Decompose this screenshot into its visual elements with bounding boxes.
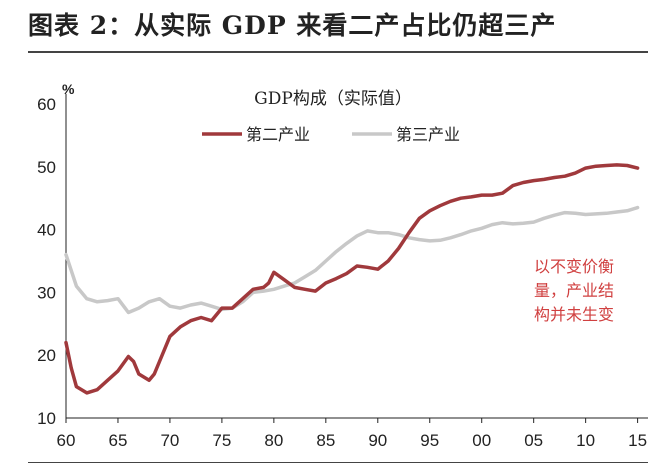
title-rule xyxy=(28,51,648,53)
legend-label-1: 第二产业 xyxy=(246,125,310,144)
x-tick-label: 10 xyxy=(576,431,595,450)
bottom-rule xyxy=(28,462,648,463)
x-tick-label: 90 xyxy=(368,431,387,450)
y-ticks: 10 20 30 40 50 60 xyxy=(37,95,56,428)
y-tick-label: 30 xyxy=(37,283,56,302)
y-tick-label: 50 xyxy=(37,158,56,177)
x-tick-label: 00 xyxy=(472,431,491,450)
y-tick-label: 40 xyxy=(37,221,56,240)
series-line-2 xyxy=(64,205,640,315)
x-tick-label: 15 xyxy=(628,431,647,450)
y-unit-label: % xyxy=(62,81,75,97)
x-tick-label: 95 xyxy=(420,431,439,450)
x-ticks: 60 65 70 75 80 85 90 95 00 05 10 15 xyxy=(57,418,647,450)
x-tick-label: 65 xyxy=(109,431,128,450)
y-tick-label: 60 xyxy=(37,95,56,114)
y-tick-label: 20 xyxy=(37,346,56,365)
x-tick-label: 70 xyxy=(160,431,179,450)
y-tick-label: 10 xyxy=(37,409,56,428)
annotation-line: 量，产业结 xyxy=(534,281,614,300)
x-tick-label: 80 xyxy=(264,431,283,450)
x-tick-label: 75 xyxy=(212,431,231,450)
series-line-1 xyxy=(64,163,640,395)
legend-label-2: 第三产业 xyxy=(396,125,460,144)
series-group xyxy=(64,163,640,395)
chart-title: GDP构成（实际值） xyxy=(254,89,412,109)
annotation-line: 构并未生变 xyxy=(534,305,614,324)
x-tick-label: 05 xyxy=(524,431,543,450)
x-tick-label: 85 xyxy=(316,431,335,450)
legend: 第二产业 第三产业 xyxy=(202,125,460,144)
x-tick-label: 60 xyxy=(57,431,76,450)
annotation-line: 以不变价衡 xyxy=(534,257,614,276)
figure-title: 图表 2：从实际 GDP 来看二产占比仍超三产 xyxy=(28,11,557,40)
